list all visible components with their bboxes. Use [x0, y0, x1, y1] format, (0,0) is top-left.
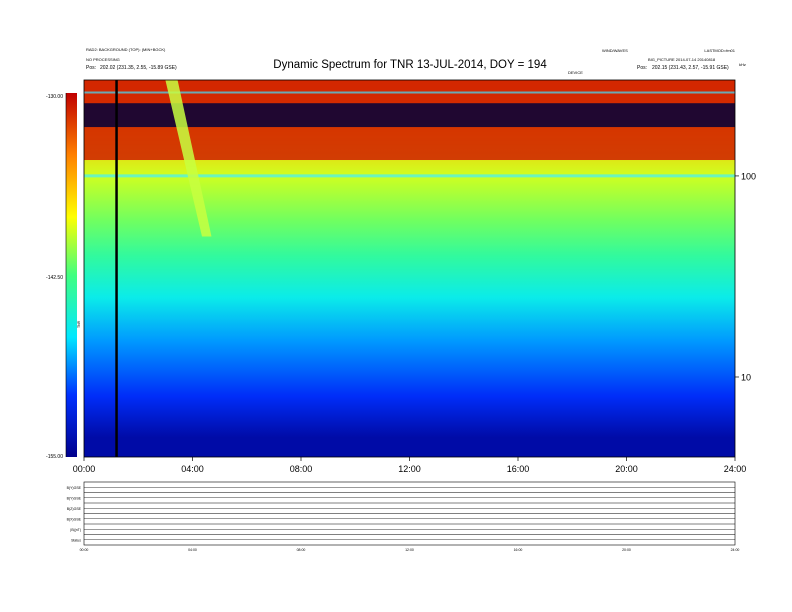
stack-x-tick-label: 12:00 — [405, 548, 414, 552]
parameter-stack-plot: B(Y)GSE B(Y)GSE B(Z)GSE B(X)GSE |B|(nT) Statu… — [67, 481, 740, 552]
colorbar-unit-label: TNR — [77, 320, 81, 328]
y-tick-label: 10 — [741, 372, 751, 382]
y-tick-label: 100 — [741, 171, 756, 181]
colorbar-tick-bottom: -155.00 — [46, 454, 63, 460]
stack-x-tick-label: 20:00 — [622, 548, 631, 552]
header-sub-label: DEVICE — [568, 70, 583, 75]
x-tick-label: 20:00 — [615, 464, 638, 474]
stack-panel-label: B(Z)GSE — [67, 507, 82, 511]
header-left-pos: 202.02 (231.35, 2.55, -15.89 GSE) — [100, 65, 177, 71]
stack-x-tick-label: 08:00 — [297, 548, 306, 552]
header-center-code: WIND/WAVES — [602, 48, 628, 53]
x-tick-label: 12:00 — [398, 464, 421, 474]
header-right-line2: BIG_PICTURE 2014-07-14 20140818 — [648, 57, 716, 62]
x-tick-label: 24:00 — [724, 464, 747, 474]
dark-band — [84, 103, 735, 128]
header-right-pos: 202.15 (231.43, 2.57, -15.91 GSE) — [652, 65, 729, 71]
header-right-pos-label: Pos: — [637, 65, 647, 71]
colorbar-tick-mid: -142.50 — [46, 275, 63, 281]
type-iii-burst — [165, 80, 212, 237]
stack-panel-label: B(Y)GSE — [67, 486, 82, 490]
chart-title: Dynamic Spectrum for TNR 13-JUL-2014, DO… — [273, 59, 547, 71]
stack-panel-label: B(X)GSE — [67, 517, 82, 521]
header-right-line1: LASTMOD=fm01 — [704, 48, 735, 53]
x-tick-label: 00:00 — [73, 464, 96, 474]
colorbar — [66, 93, 77, 457]
header-left-line1: RAD2: BACKGROUND (TOP): (MIN+BGCK) — [86, 47, 166, 52]
x-tick-label: 08:00 — [290, 464, 313, 474]
stack-x-tick-label: 00:00 — [80, 548, 89, 552]
x-tick-label: 04:00 — [181, 464, 204, 474]
colorbar-tick-top: -130.00 — [46, 94, 63, 100]
stack-x-tick-label: 16:00 — [514, 548, 523, 552]
khz-label: kHz — [739, 62, 746, 67]
spectrogram — [84, 80, 735, 457]
stack-x-tick-label: 04:00 — [188, 548, 197, 552]
header-left-line2: NO PROCESSING — [86, 57, 120, 62]
stack-panel-label: B(Y)GSE — [67, 496, 82, 500]
header-left-pos-label: Pos: — [86, 65, 96, 71]
x-tick-label: 16:00 — [507, 464, 530, 474]
stack-panel-label: Status — [71, 538, 81, 542]
stack-x-tick-label: 24:00 — [731, 548, 740, 552]
stack-panel-label: |B|(nT) — [70, 528, 81, 532]
